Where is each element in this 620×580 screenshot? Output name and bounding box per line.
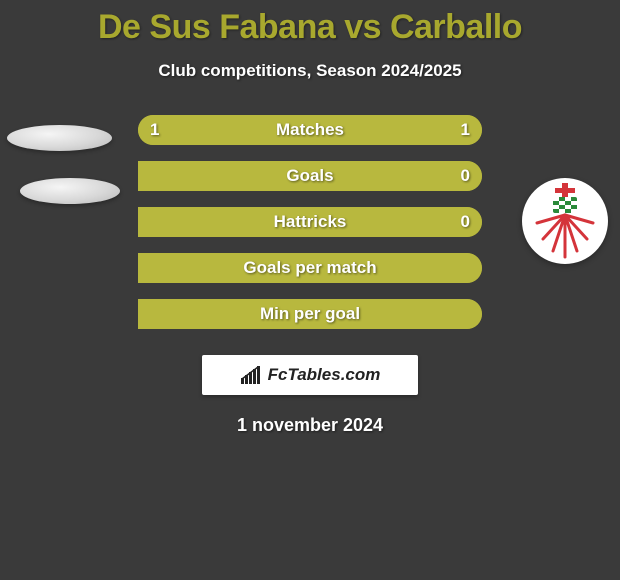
logo-text: FcTables.com (268, 365, 381, 385)
stat-label: Min per goal (260, 304, 360, 324)
date-text: 1 november 2024 (0, 415, 620, 436)
stat-label: Matches (276, 120, 344, 140)
stat-label: Goals (286, 166, 333, 186)
stat-bar: Min per goal (138, 299, 482, 329)
subtitle: Club competitions, Season 2024/2025 (0, 61, 620, 81)
stat-row: Goals per match (0, 245, 620, 291)
left-placeholder-2 (20, 178, 120, 204)
bars-icon (240, 366, 264, 384)
stat-bar: Goals per match (138, 253, 482, 283)
stat-label: Hattricks (274, 212, 347, 232)
crest-icon (533, 183, 597, 259)
fctables-logo: FcTables.com (202, 355, 418, 395)
stat-label: Goals per match (243, 258, 376, 278)
team-badge (522, 178, 608, 264)
left-placeholder-1 (7, 125, 112, 151)
stat-bar: 1 Matches 1 (138, 115, 482, 145)
stat-value-right: 0 (461, 166, 470, 186)
stat-bar: Goals 0 (138, 161, 482, 191)
stat-value-left: 1 (150, 120, 159, 140)
stat-value-right: 1 (461, 120, 470, 140)
page-title: De Sus Fabana vs Carballo (0, 0, 620, 47)
stat-value-right: 0 (461, 212, 470, 232)
stat-row: Min per goal (0, 291, 620, 337)
stat-bar: Hattricks 0 (138, 207, 482, 237)
